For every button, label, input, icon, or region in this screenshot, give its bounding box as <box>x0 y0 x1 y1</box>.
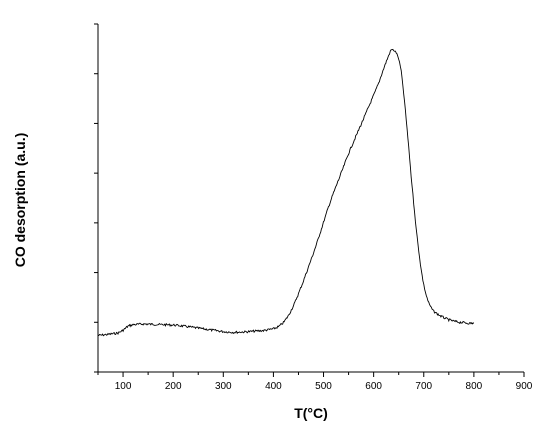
series-group <box>97 48 475 337</box>
y-axis-label: CO desorption (a.u.) <box>12 133 28 268</box>
x-tick-label: 700 <box>415 381 432 392</box>
y-axis <box>94 23 99 373</box>
x-axis-label: T(°C) <box>294 405 328 421</box>
x-tick-label: 300 <box>215 381 232 392</box>
x-tick-label: 900 <box>516 381 533 392</box>
x-tick-label: 500 <box>315 381 332 392</box>
x-tick-label: 600 <box>365 381 382 392</box>
series-line-0 <box>97 48 475 337</box>
x-tick-labels: 100 200 300 400 500 600 700 800 900 <box>115 381 533 392</box>
x-tick-label: 400 <box>265 381 282 392</box>
x-tick-label: 800 <box>466 381 483 392</box>
x-tick-label: 200 <box>165 381 182 392</box>
x-tick-label: 100 <box>115 381 132 392</box>
x-axis <box>97 371 525 377</box>
